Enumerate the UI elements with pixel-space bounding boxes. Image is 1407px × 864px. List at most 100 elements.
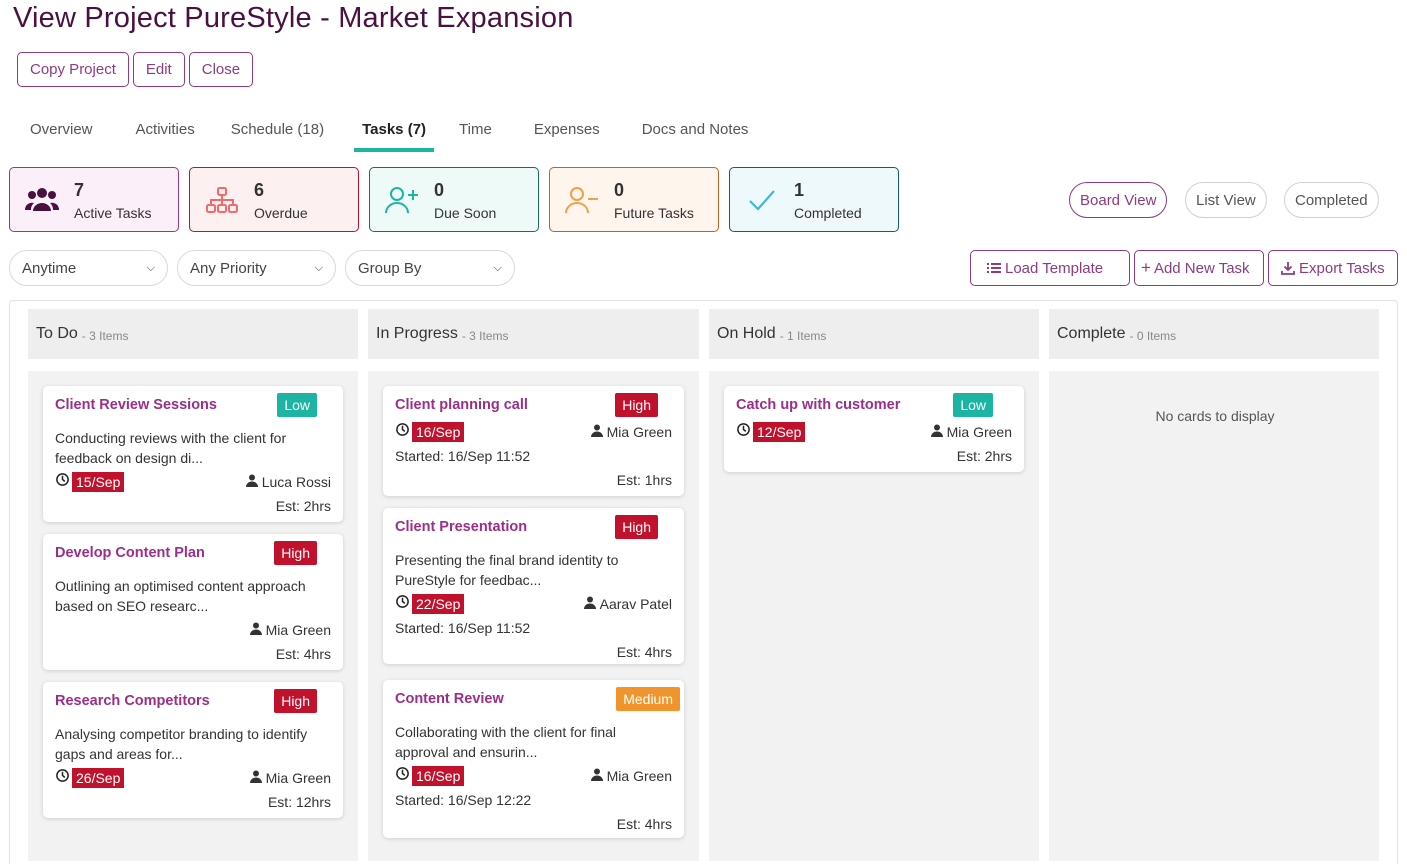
task-card[interactable]: Client Review Sessions Low Conducting re…	[43, 386, 343, 522]
column-name: In Progress	[376, 325, 458, 342]
user-icon	[245, 474, 258, 490]
task-title[interactable]: Develop Content Plan	[55, 545, 205, 561]
export-tasks-label: Export Tasks	[1299, 259, 1385, 277]
group-by-select[interactable]: Group By ⌵	[345, 250, 515, 286]
tab-tasks[interactable]: Tasks (7)	[354, 112, 434, 152]
priority-badge: High	[615, 515, 658, 539]
stat-due-soon[interactable]: 0 Due Soon	[369, 167, 539, 232]
task-title[interactable]: Client Presentation	[395, 519, 528, 535]
due-date: 15/Sep	[72, 472, 125, 492]
task-assignee: Mia Green	[590, 768, 672, 784]
stat-label: Active Tasks	[74, 204, 152, 221]
export-tasks-button[interactable]: Export Tasks	[1268, 250, 1398, 286]
stat-overdue[interactable]: 6 Overdue	[189, 167, 359, 232]
task-estimate: Est: 2hrs	[956, 448, 1012, 464]
due-date: 16/Sep	[412, 766, 465, 786]
task-description: Outlining an optimised content approach …	[55, 578, 306, 614]
download-icon	[1281, 261, 1295, 275]
task-description: Conducting reviews with the client for f…	[55, 430, 287, 466]
tab-schedule[interactable]: Schedule (18)	[230, 121, 325, 138]
column-name: On Hold	[717, 325, 776, 342]
user-minus-icon	[550, 185, 614, 215]
task-title[interactable]: Content Review	[395, 691, 504, 707]
completed-view-button[interactable]: Completed	[1284, 182, 1379, 218]
due-date: 26/Sep	[72, 768, 125, 788]
user-icon	[249, 770, 262, 786]
list-icon	[987, 262, 1001, 274]
page-title: View Project PureStyle - Market Expansio…	[13, 2, 574, 34]
stat-active-tasks[interactable]: 7 Active Tasks	[9, 167, 179, 232]
priority-filter-value: Any Priority	[190, 259, 267, 277]
column-header-on-hold: On Hold - 1 Items	[709, 309, 1039, 359]
task-assignee: Mia Green	[249, 770, 331, 786]
priority-badge: Low	[953, 393, 993, 417]
stat-future-tasks[interactable]: 0 Future Tasks	[549, 167, 719, 232]
add-new-task-label: Add New Task	[1153, 259, 1250, 277]
users-icon	[10, 185, 74, 215]
stat-value: 1	[794, 179, 805, 200]
user-icon	[590, 768, 603, 784]
add-new-task-button[interactable]: + Add New Task	[1134, 250, 1264, 286]
board-view-button[interactable]: Board View	[1069, 182, 1168, 218]
stat-value: 7	[74, 179, 85, 200]
task-card[interactable]: Client planning call High 16/Sep Mia Gre…	[383, 386, 684, 496]
tab-time[interactable]: Time	[459, 121, 492, 138]
task-started: Started: 16/Sep 12:22	[395, 792, 532, 808]
stat-value: 0	[434, 179, 445, 200]
assignee-name: Luca Rossi	[261, 474, 331, 490]
clock-icon	[55, 768, 70, 788]
column-count: - 3 Items	[81, 328, 129, 343]
priority-filter-select[interactable]: Any Priority ⌵	[177, 250, 336, 286]
assignee-name: Mia Green	[606, 768, 672, 784]
task-description: Analysing competitor branding to identif…	[55, 726, 308, 762]
task-title[interactable]: Research Competitors	[55, 693, 210, 709]
hierarchy-icon	[190, 186, 254, 214]
task-card[interactable]: Catch up with customer Low 12/Sep Mia Gr…	[724, 386, 1024, 472]
column-header-in-progress: In Progress - 3 Items	[368, 309, 699, 359]
time-filter-value: Anytime	[22, 259, 77, 277]
group-by-value: Group By	[358, 259, 422, 277]
task-estimate: Est: 12hrs	[267, 794, 331, 810]
kanban-board	[9, 300, 1398, 864]
tab-activities[interactable]: Activities	[135, 121, 195, 138]
priority-badge: Low	[277, 393, 317, 417]
chevron-down-icon: ⌵	[146, 261, 155, 274]
stat-completed[interactable]: 1 Completed	[729, 167, 899, 232]
task-card[interactable]: Develop Content Plan High Outlining an o…	[43, 534, 343, 670]
load-template-label: Load Template	[1005, 259, 1104, 277]
close-button[interactable]: Close	[188, 52, 254, 87]
task-due: 26/Sep	[55, 768, 125, 788]
task-title[interactable]: Client Review Sessions	[55, 397, 217, 413]
user-icon	[583, 596, 596, 612]
time-filter-select[interactable]: Anytime ⌵	[9, 250, 168, 286]
task-card[interactable]: Research Competitors High Analysing comp…	[43, 682, 343, 818]
column-name: Complete	[1057, 325, 1126, 342]
assignee-name: Mia Green	[265, 770, 331, 786]
task-due: 22/Sep	[395, 594, 465, 614]
plus-icon: +	[1141, 258, 1151, 277]
stat-value: 6	[254, 179, 265, 200]
priority-badge: Medium	[616, 687, 680, 711]
load-template-button[interactable]: Load Template	[970, 250, 1130, 286]
column-name: To Do	[36, 325, 78, 342]
task-card[interactable]: Client Presentation High Presenting the …	[383, 508, 684, 664]
task-started: Started: 16/Sep 11:52	[395, 448, 531, 464]
column-header-todo: To Do - 3 Items	[28, 309, 358, 359]
clock-icon	[55, 472, 70, 492]
task-title[interactable]: Client planning call	[395, 397, 528, 413]
clock-icon	[395, 422, 410, 442]
task-title[interactable]: Catch up with customer	[736, 397, 901, 413]
tab-overview[interactable]: Overview	[30, 121, 93, 138]
column-count: - 3 Items	[461, 328, 509, 343]
user-plus-icon	[370, 185, 434, 215]
project-actions: Copy Project Edit Close	[17, 52, 254, 87]
tab-expenses[interactable]: Expenses	[533, 121, 600, 138]
task-card[interactable]: Content Review Medium Collaborating with…	[383, 680, 684, 838]
empty-column-message: No cards to display	[1155, 408, 1275, 424]
tab-docs-and-notes[interactable]: Docs and Notes	[641, 121, 749, 138]
clock-icon	[395, 766, 410, 786]
list-view-button[interactable]: List View	[1185, 182, 1267, 218]
assignee-name: Mia Green	[265, 622, 331, 638]
copy-project-button[interactable]: Copy Project	[17, 52, 129, 87]
edit-button[interactable]: Edit	[132, 52, 185, 87]
